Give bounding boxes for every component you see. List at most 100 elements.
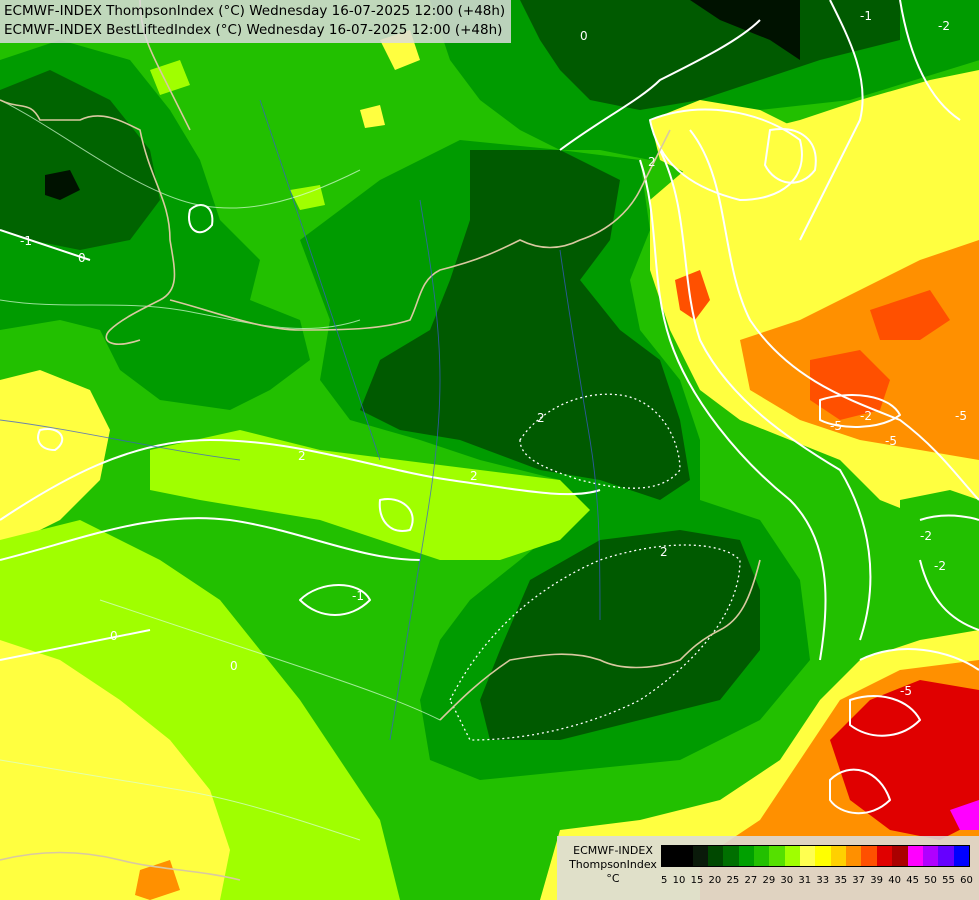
- light-spot-1: [290, 185, 325, 210]
- yellow-region-south-west: [0, 640, 230, 900]
- contour-lines: [0, 0, 979, 815]
- contour-e-loop: [819, 394, 901, 428]
- yellow-spot-north: [650, 100, 810, 200]
- legend-swatch: [769, 846, 785, 866]
- thin-contour-2: [0, 299, 361, 330]
- thin-contours: [0, 99, 441, 841]
- contour-sw-1: [0, 629, 151, 661]
- legend-swatch: [907, 846, 923, 866]
- green-pocket-east: [900, 490, 979, 640]
- legend-swatch: [662, 846, 678, 866]
- legend-tick-label: 60: [960, 875, 973, 886]
- contour-label: 2: [470, 469, 478, 483]
- contour-loop-c: [378, 498, 414, 532]
- legend-swatch: [815, 846, 831, 866]
- contour-loop-w2: [37, 428, 64, 451]
- darker-region-top-left: [0, 70, 160, 250]
- legend-tick-label: 30: [780, 875, 794, 886]
- contour-se-2: [849, 695, 921, 737]
- legend-label-line-2: ThompsonIndex: [569, 858, 657, 871]
- contour-west-2: [0, 517, 421, 561]
- country-borders: [0, 0, 761, 881]
- contour-north-1: [799, 0, 864, 241]
- legend-swatch: [876, 846, 893, 866]
- legend-swatch: [861, 846, 877, 866]
- contour-label: -1: [20, 234, 32, 248]
- legend-tick-label: 37: [852, 875, 866, 886]
- contour-north-3: [559, 19, 761, 151]
- legend-tick-label: 50: [924, 875, 937, 886]
- red-spot-east-2: [870, 290, 950, 340]
- contour-label: 0: [110, 629, 118, 643]
- orange-spot-sw: [135, 860, 180, 900]
- legend-swatch: [922, 846, 939, 866]
- black-region-top: [690, 0, 800, 60]
- contour-label: -5: [955, 409, 967, 423]
- magenta-spot-south-east: [950, 800, 979, 830]
- title-line-2: ECMWF-INDEX BestLiftedIndex (°C) Wednesd…: [4, 22, 503, 38]
- red-region-south-east: [830, 680, 979, 840]
- legend-swatch: [754, 846, 770, 866]
- contour-east-1: [639, 159, 827, 661]
- red-spot-east: [810, 350, 890, 420]
- legend-tick-label: 45: [906, 875, 919, 886]
- border-east-south: [439, 559, 761, 721]
- yellow-green-band: [150, 430, 590, 560]
- contour-label: -5: [885, 434, 897, 448]
- border-central: [169, 129, 671, 331]
- legend-tick-label: 5: [661, 875, 668, 886]
- legend-tick-label: 33: [816, 875, 830, 886]
- contour-label: -1: [352, 589, 364, 603]
- legend-label: ECMWF-INDEX ThompsonIndex °C: [563, 844, 663, 886]
- thin-contour-4: [0, 759, 361, 841]
- contour-label: 2: [648, 155, 656, 169]
- light-spot-3: [360, 105, 385, 128]
- contour-label: -1: [860, 9, 872, 23]
- legend-swatch: [738, 846, 755, 866]
- thin-contour-3: [99, 599, 441, 721]
- contour-label-group: -1 0 2 -1 2 -2 2 2 0 0 -1 -2 2 -2 -5 0 -…: [20, 9, 967, 698]
- legend-tick-label: 35: [834, 875, 848, 886]
- legend-label-line-1: ECMWF-INDEX: [573, 844, 653, 857]
- legend-ticks: 5 10 15 20 25 27 29 30 31 33 35 37 39 40 45 50 55 60: [661, 874, 978, 888]
- legend-swatch: [938, 846, 954, 866]
- legend-tick-label: 40: [888, 875, 901, 886]
- map-title: ECMWF-INDEX ThompsonIndex (°C) Wednesday…: [0, 0, 512, 43]
- legend-swatch: [708, 846, 724, 866]
- legend-tick-label: 55: [942, 875, 955, 886]
- legend-swatch: [800, 846, 816, 866]
- contour-ne-loop-2: [764, 128, 817, 184]
- legend-swatch: [692, 846, 709, 866]
- border-south-west: [0, 851, 241, 881]
- contour-north-2: [899, 0, 961, 121]
- legend-swatch: [953, 846, 969, 866]
- rivers: [0, 99, 601, 741]
- color-legend: ECMWF-INDEX ThompsonIndex °C 5 10 15 20 25 27…: [557, 836, 979, 900]
- river-4: [0, 419, 241, 461]
- title-line-1: ECMWF-INDEX ThompsonIndex (°C) Wednesday…: [4, 3, 506, 19]
- legend-tick-label: 29: [762, 875, 776, 886]
- contour-label: -2: [934, 559, 946, 573]
- contour-east-2: [659, 149, 872, 641]
- contour-label: 2: [537, 411, 545, 425]
- contour-east-3: [689, 129, 979, 501]
- contour-label: -5: [900, 684, 912, 698]
- contour-label: -2: [938, 19, 950, 33]
- legend-swatch: [892, 846, 908, 866]
- legend-tick-label: 31: [798, 875, 812, 886]
- contour-label: 0: [78, 251, 86, 265]
- legend-label-line-3: °C: [606, 872, 620, 885]
- river-3: [559, 249, 601, 621]
- contour-loop-sw: [299, 584, 371, 616]
- contour-label: -2: [860, 409, 872, 423]
- contour-label: 0: [580, 29, 588, 43]
- legend-swatch: [677, 846, 693, 866]
- river-1: [259, 99, 381, 461]
- legend-tick-label: 20: [708, 875, 722, 886]
- contour-label: 2: [660, 545, 668, 559]
- contour-label: -2: [920, 529, 932, 543]
- warm-region-west: [0, 370, 110, 540]
- contour-east-green: [919, 514, 979, 631]
- orange-spot-ne: [675, 270, 710, 320]
